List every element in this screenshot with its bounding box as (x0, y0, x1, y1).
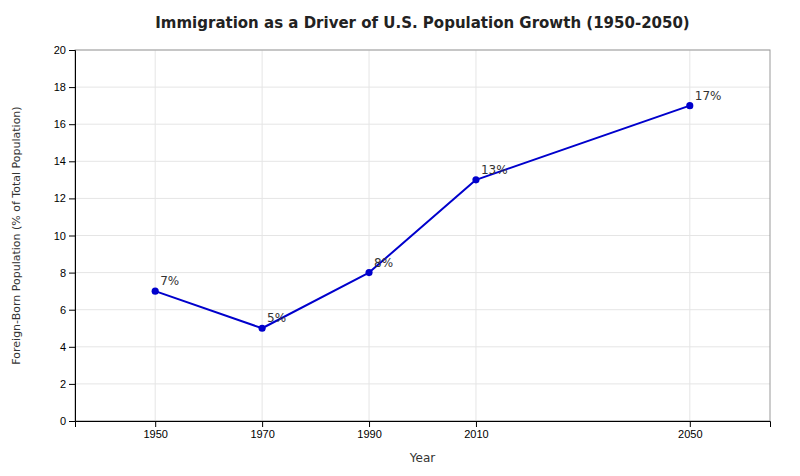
grid-line (475, 50, 476, 421)
grid-line (75, 309, 770, 310)
y-tick: 14 (54, 155, 75, 167)
x-tick: 2050 (678, 421, 702, 440)
y-tick-mark (69, 198, 75, 199)
y-tick: 18 (54, 81, 75, 93)
y-tick-mark (69, 273, 75, 274)
data-labels: 7% 5% 8% 13% 17% (160, 89, 721, 326)
x-tick-mark (369, 421, 370, 427)
y-tick-mark (69, 384, 75, 385)
plot: 1950 1970 1990 2010 2050 0 2 4 6 8 10 12 14 16 18 20 7% 5… (54, 44, 771, 440)
grid-line (155, 50, 156, 421)
x-axis: 1950 1970 1990 2010 2050 (76, 421, 771, 440)
y-tick-label: 16 (54, 118, 66, 130)
y-axis-title: Foreign-Born Population (% of Total Popu… (10, 106, 23, 364)
y-tick: 8 (60, 267, 75, 279)
x-tick-mark (476, 421, 477, 427)
grid-line (75, 272, 770, 273)
y-tick: 16 (54, 118, 75, 130)
grid-line (75, 198, 770, 199)
grid-line (75, 87, 770, 88)
x-tick-label: 1970 (250, 428, 274, 440)
data-label: 8% (374, 256, 393, 270)
y-tick-label: 4 (60, 341, 66, 353)
y-tick: 6 (60, 304, 75, 316)
x-axis-title: Year (409, 451, 435, 465)
x-tick-label: 1950 (143, 428, 167, 440)
data-label: 7% (160, 274, 179, 288)
y-tick: 10 (54, 230, 75, 242)
y-tick-label: 10 (54, 230, 66, 242)
y-axis: 0 2 4 6 8 10 12 14 16 18 20 (54, 44, 76, 427)
point (365, 269, 372, 276)
y-tick: 12 (54, 192, 75, 204)
data-label: 13% (481, 163, 508, 177)
y-tick: 20 (54, 44, 75, 56)
y-axis-line (69, 51, 76, 422)
x-tick-label: 1990 (357, 428, 381, 440)
x-tick-mark (262, 421, 263, 427)
y-tick-mark (69, 310, 75, 311)
y-tick-mark (69, 124, 75, 125)
y-tick: 2 (60, 378, 75, 390)
x-tick-mark (155, 421, 156, 427)
y-tick-label: 8 (60, 267, 66, 279)
x-tick-label: 2050 (678, 428, 702, 440)
grid-line (262, 50, 263, 421)
y-tick: 0 (60, 415, 75, 427)
y-tick: 4 (60, 341, 75, 353)
grid-line (75, 161, 770, 162)
grid-line (75, 235, 770, 236)
y-tick-mark (69, 347, 75, 348)
y-tick-label: 0 (60, 415, 66, 427)
grid-line (369, 50, 370, 421)
y-tick-label: 2 (60, 378, 66, 390)
y-tick-label: 6 (60, 304, 66, 316)
grid-line (75, 124, 770, 125)
y-tick-mark (69, 236, 75, 237)
x-axis-line (76, 422, 771, 428)
marks (152, 102, 694, 332)
y-tick-label: 18 (54, 81, 66, 93)
y-tick-mark (69, 50, 75, 51)
grid-line (75, 346, 770, 347)
x-tick: 1990 (357, 421, 381, 440)
point (686, 102, 693, 109)
y-tick-mark (69, 421, 75, 422)
point (152, 288, 159, 295)
line (155, 106, 690, 329)
x-tick: 1950 (143, 421, 167, 440)
x-tick-label: 2010 (464, 428, 488, 440)
point (259, 325, 266, 332)
title: Immigration as a Driver of U.S. Populati… (155, 14, 689, 32)
point (472, 176, 479, 183)
plot-frame (75, 50, 770, 421)
y-tick-label: 14 (54, 155, 66, 167)
y-tick-label: 20 (54, 44, 66, 56)
x-tick-mark (690, 421, 691, 427)
y-tick-mark (69, 87, 75, 88)
chart: 1950 1970 1990 2010 2050 0 2 4 6 8 10 12 14 16 18 20 7% 5… (0, 0, 800, 476)
x-tick: 1970 (250, 421, 274, 440)
data-label: 5% (267, 311, 286, 325)
grid-line (75, 383, 770, 384)
y-tick-mark (69, 161, 75, 162)
data-label: 17% (695, 89, 722, 103)
y-tick-label: 12 (54, 192, 66, 204)
grid (75, 50, 770, 421)
x-tick: 2010 (464, 421, 488, 440)
